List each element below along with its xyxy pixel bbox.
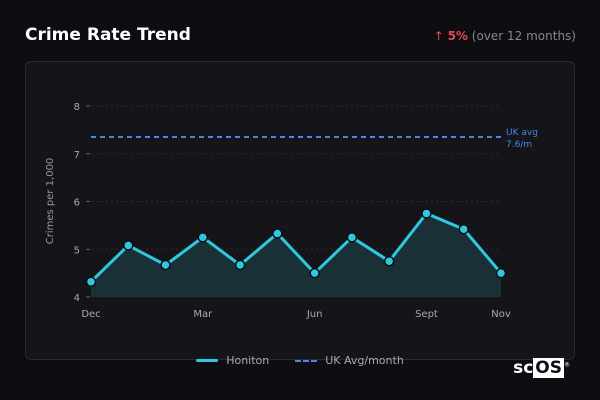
x-tick-label: Jun [306, 309, 323, 320]
legend: Honiton UK Avg/month [0, 354, 600, 367]
logo: sc OS ® [513, 358, 570, 378]
legend-swatch [196, 359, 219, 362]
chart-card [25, 61, 575, 360]
data-point [197, 232, 209, 243]
annotation-label: UK avg [506, 128, 538, 138]
data-point [85, 276, 97, 287]
annotation-value: 7.6/m [506, 140, 532, 150]
y-axis-label: Crimes per 1,000 [45, 158, 56, 245]
data-point [495, 267, 507, 279]
legend-label: Honiton [226, 354, 270, 367]
x-tick-label: Mar [193, 309, 213, 320]
y-tick-label: 6 [74, 198, 80, 209]
legend-item-uk-avg[interactable]: UK Avg/month [295, 354, 404, 367]
data-point [458, 223, 469, 235]
data-point [346, 232, 358, 243]
y-tick-label: 5 [74, 245, 80, 256]
legend-item-honiton[interactable]: Honiton [196, 354, 269, 367]
data-point [272, 228, 283, 239]
series-line [89, 211, 503, 283]
change-indicator: ↑ 5% (over 12 months) [434, 29, 576, 43]
data-point [309, 267, 320, 279]
legend-swatch [295, 359, 318, 362]
data-point [383, 255, 395, 267]
y-tick-label: 8 [74, 102, 80, 113]
x-tick-label: Dec [81, 309, 100, 320]
x-tick-label: Nov [491, 309, 511, 320]
y-tick-label: 7 [74, 150, 80, 161]
page-title: Crime Rate Trend [25, 25, 191, 45]
change-period: (over 12 months) [471, 29, 576, 43]
legend-label: UK Avg/month [325, 354, 404, 367]
data-point [421, 208, 432, 219]
data-point [160, 259, 171, 271]
x-tick-label: Sept [415, 309, 438, 320]
y-tick-label: 4 [74, 293, 80, 304]
data-point [234, 259, 246, 271]
data-point [123, 240, 134, 251]
change-percent: 5% [447, 29, 468, 43]
arrow-up-icon: ↑ [433, 29, 444, 43]
